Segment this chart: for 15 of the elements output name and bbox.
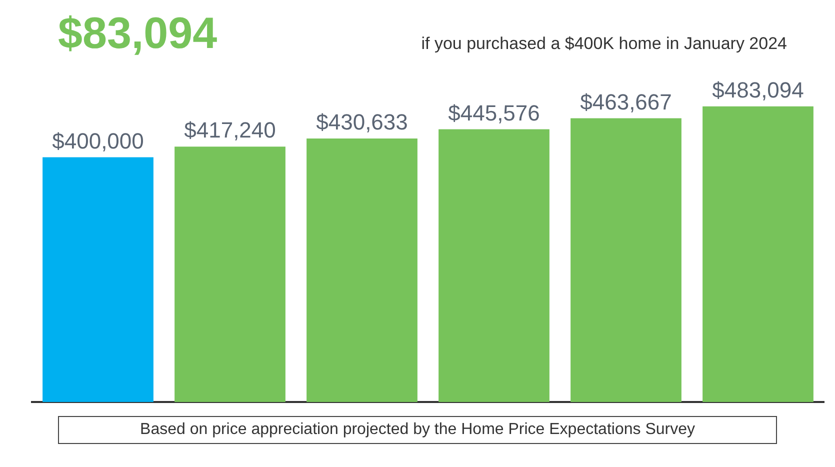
chart-title: $83,094 xyxy=(58,8,218,60)
bar xyxy=(438,129,550,402)
bar xyxy=(42,157,154,402)
chart-subtitle: if you purchased a $400K home in January 2024 xyxy=(421,34,787,54)
bar xyxy=(570,118,682,402)
text: Based on price appreciation projected by the Home Price Expectations Survey xyxy=(58,416,777,444)
bar xyxy=(306,138,418,402)
data-label: $483,094 xyxy=(712,77,804,102)
data-label: $430,633 xyxy=(316,110,408,135)
data-label: $400,000 xyxy=(52,128,144,154)
data-label: $463,667 xyxy=(580,89,672,114)
data-label: $417,240 xyxy=(184,118,276,143)
bar xyxy=(174,146,286,402)
bar xyxy=(702,106,814,402)
data-label: $445,576 xyxy=(448,100,540,126)
